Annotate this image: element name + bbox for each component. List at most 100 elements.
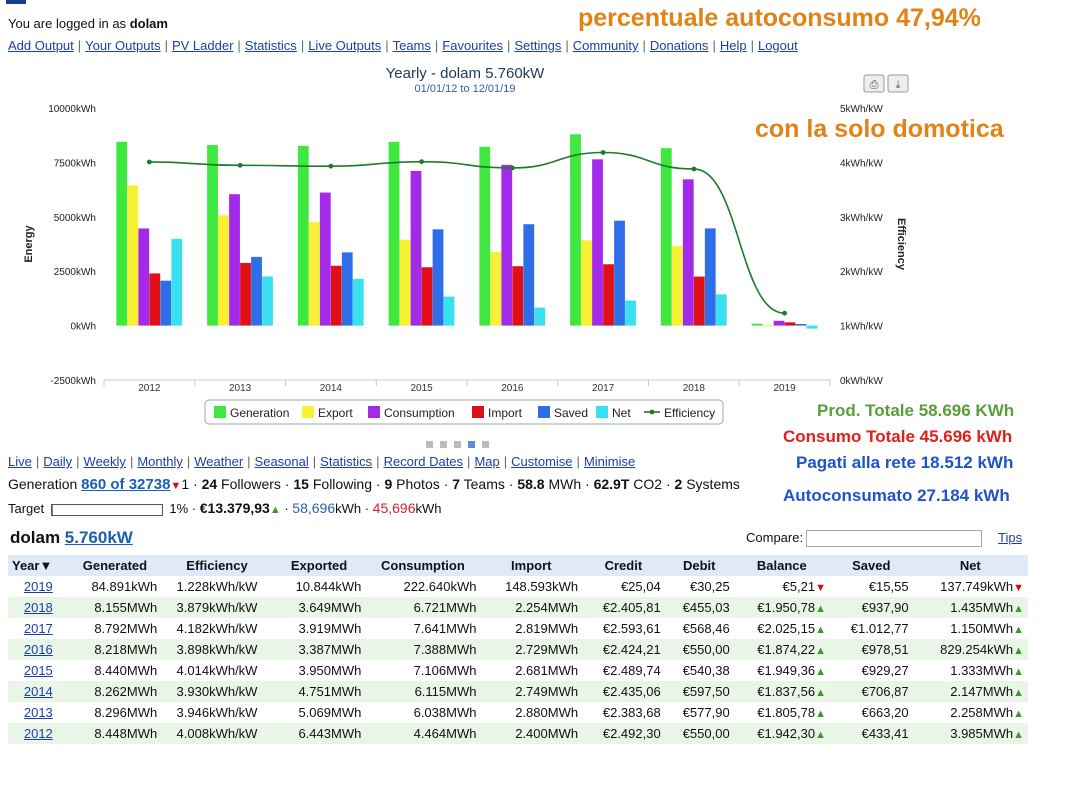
cell-year[interactable]: 2016 (8, 639, 69, 660)
column-header-debit[interactable]: Debit (664, 555, 734, 576)
column-header-year[interactable]: Year▼ (8, 555, 69, 576)
bar-generation-2015[interactable] (388, 141, 400, 326)
column-header-efficiency[interactable]: Efficiency (161, 555, 273, 576)
bar-saved-2016[interactable] (523, 224, 535, 326)
bar-consumption-2014[interactable] (319, 192, 331, 326)
subnav-link-daily[interactable]: Daily (43, 454, 73, 469)
efficiency-point-2015[interactable] (419, 159, 425, 165)
nav-link-help[interactable]: Help (719, 38, 747, 53)
bar-consumption-2015[interactable] (410, 170, 422, 326)
nav-link-logout[interactable]: Logout (757, 38, 798, 53)
nav-link-live-outputs[interactable]: Live Outputs (308, 38, 382, 53)
nav-link-your-outputs[interactable]: Your Outputs (85, 38, 161, 53)
bar-saved-2012[interactable] (160, 280, 172, 326)
bar-export-2017[interactable] (581, 240, 592, 326)
pager-dot-active[interactable] (468, 441, 475, 448)
legend-label-generation[interactable]: Generation (230, 406, 289, 420)
year-link[interactable]: 2017 (23, 621, 53, 636)
legend-label-export[interactable]: Export (318, 406, 353, 420)
efficiency-point-2018[interactable] (691, 166, 697, 172)
tips-link[interactable]: Tips (998, 530, 1023, 545)
bar-consumption-2019[interactable] (773, 320, 785, 326)
efficiency-point-2014[interactable] (328, 163, 334, 169)
bar-net-2019[interactable] (806, 325, 818, 329)
bar-saved-2014[interactable] (341, 252, 353, 326)
system-size-link[interactable]: 5.760kW (64, 528, 133, 547)
legend-label-saved[interactable]: Saved (554, 406, 588, 420)
bar-net-2012[interactable] (171, 238, 183, 326)
bar-generation-2017[interactable] (570, 134, 581, 326)
bar-net-2016[interactable] (534, 307, 546, 326)
cell-year[interactable]: 2019 (8, 576, 69, 597)
subnav-link-minimise[interactable]: Minimise (583, 454, 636, 469)
bar-import-2019[interactable] (784, 322, 796, 326)
bar-export-2018[interactable] (671, 246, 683, 326)
bar-import-2014[interactable] (330, 265, 342, 326)
cell-year[interactable]: 2015 (8, 660, 69, 681)
cell-year[interactable]: 2014 (8, 681, 69, 702)
column-header-saved[interactable]: Saved (829, 555, 913, 576)
bar-export-2016[interactable] (490, 251, 502, 326)
efficiency-point-2013[interactable] (237, 162, 243, 168)
column-header-consumption[interactable]: Consumption (365, 555, 481, 576)
bar-generation-2012[interactable] (116, 141, 128, 326)
bar-import-2018[interactable] (693, 276, 705, 326)
bar-saved-2018[interactable] (704, 228, 716, 326)
cell-year[interactable]: 2013 (8, 702, 69, 723)
efficiency-point-2017[interactable] (600, 150, 606, 155)
bar-saved-2019[interactable] (795, 323, 807, 326)
bar-import-2013[interactable] (240, 262, 251, 326)
pager-dot[interactable] (454, 441, 461, 448)
compare-input[interactable] (806, 530, 983, 548)
pager-dot[interactable] (482, 441, 489, 448)
bar-generation-2013[interactable] (207, 145, 218, 326)
bar-export-2015[interactable] (399, 239, 411, 326)
bar-net-2017[interactable] (625, 300, 636, 326)
bar-generation-2018[interactable] (660, 148, 672, 326)
year-link[interactable]: 2012 (23, 726, 53, 741)
bar-saved-2017[interactable] (614, 220, 625, 326)
bar-export-2019[interactable] (762, 325, 774, 327)
bar-generation-2016[interactable] (479, 146, 491, 326)
legend-label-import[interactable]: Import (488, 406, 523, 420)
subnav-link-weather[interactable]: Weather (194, 454, 244, 469)
column-header-generated[interactable]: Generated (68, 555, 162, 576)
bar-export-2014[interactable] (308, 222, 320, 326)
legend-label-consumption[interactable]: Consumption (384, 406, 455, 420)
bar-saved-2013[interactable] (251, 256, 262, 326)
bar-consumption-2018[interactable] (682, 179, 694, 326)
bar-consumption-2012[interactable] (138, 228, 150, 326)
subnav-link-map[interactable]: Map (474, 454, 500, 469)
column-header-net[interactable]: Net (912, 555, 1028, 576)
nav-link-add-output[interactable]: Add Output (8, 38, 74, 53)
download-button[interactable] (887, 74, 909, 93)
efficiency-point-2012[interactable] (146, 159, 152, 165)
nav-link-teams[interactable]: Teams (392, 38, 431, 53)
legend-label-efficiency[interactable]: Efficiency (664, 406, 715, 420)
rank-link[interactable]: 860 of 32738 (81, 476, 170, 493)
bar-net-2018[interactable] (715, 294, 727, 326)
subnav-link-statistics[interactable]: Statistics (320, 454, 373, 469)
bar-consumption-2016[interactable] (501, 164, 513, 326)
nav-link-pv-ladder[interactable]: PV Ladder (171, 38, 234, 53)
nav-link-donations[interactable]: Donations (649, 38, 709, 53)
nav-link-settings[interactable]: Settings (514, 38, 562, 53)
column-header-import[interactable]: Import (480, 555, 583, 576)
bar-consumption-2013[interactable] (229, 194, 240, 326)
bar-export-2013[interactable] (218, 215, 229, 326)
pager-dot[interactable] (440, 441, 447, 448)
print-button[interactable] (863, 74, 885, 93)
bar-generation-2019[interactable] (751, 323, 763, 326)
column-header-credit[interactable]: Credit (582, 555, 665, 576)
bar-net-2013[interactable] (262, 276, 273, 326)
subnav-link-monthly[interactable]: Monthly (137, 454, 183, 469)
bar-generation-2014[interactable] (297, 145, 309, 326)
cell-year[interactable]: 2018 (8, 597, 69, 618)
cell-year[interactable]: 2017 (8, 618, 69, 639)
subnav-link-live[interactable]: Live (8, 454, 32, 469)
pager-dot[interactable] (426, 441, 433, 448)
bar-export-2012[interactable] (127, 185, 139, 326)
legend-label-net[interactable]: Net (612, 406, 631, 420)
efficiency-point-2016[interactable] (509, 165, 515, 171)
bar-consumption-2017[interactable] (592, 159, 603, 326)
